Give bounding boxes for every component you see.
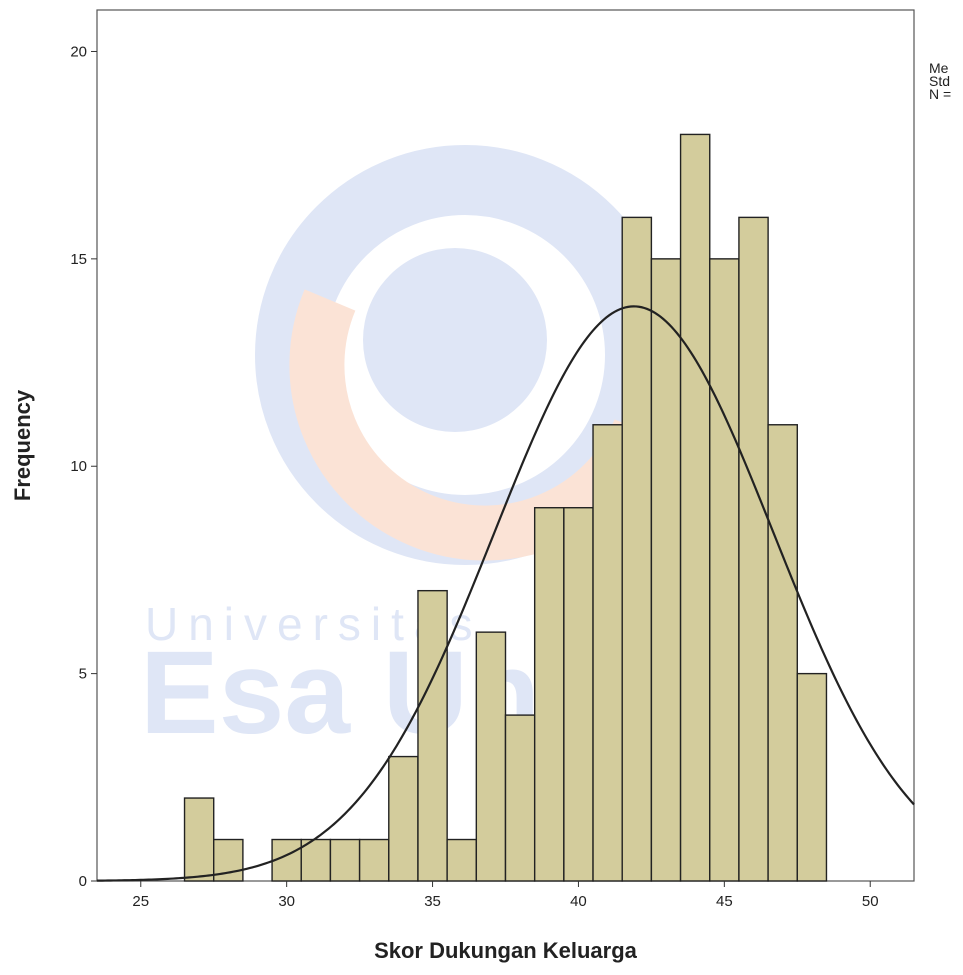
watermark-arc	[289, 289, 666, 561]
y-tick-label: 5	[79, 666, 87, 683]
x-tick-label: 25	[132, 893, 149, 910]
histogram-bar	[475, 631, 507, 882]
histogram-bar	[358, 838, 390, 882]
histogram-bar	[796, 672, 828, 882]
histogram-bar	[446, 838, 478, 882]
histogram-bar	[621, 216, 653, 882]
x-tick-label: 50	[862, 893, 879, 910]
histogram-bar	[563, 507, 594, 882]
normal-curve-line	[96, 305, 915, 882]
x-tick-label: 30	[278, 893, 295, 910]
histogram-bar	[388, 755, 419, 882]
y-axis-title: Frequency	[10, 389, 35, 501]
histogram-bar	[679, 133, 711, 882]
x-tick-label: 35	[424, 893, 441, 910]
histogram-bar	[709, 258, 740, 882]
histogram-bar	[300, 838, 332, 882]
x-tick-label: 45	[716, 893, 733, 910]
x-tick-label: 40	[570, 893, 587, 910]
histogram-bar	[767, 424, 798, 882]
histogram-bar	[504, 714, 536, 882]
watermark-disc	[363, 248, 547, 432]
legend-stat-line: N =	[929, 86, 951, 102]
histogram-bar	[183, 797, 215, 882]
histogram-bar	[533, 507, 565, 882]
y-axis: 0 5 10 15 20	[70, 43, 97, 890]
histogram-bar	[592, 424, 623, 882]
y-tick-label: 15	[70, 251, 87, 268]
histogram-bar	[738, 216, 769, 882]
x-axis-title: Skor Dukungan Keluarga	[374, 938, 638, 963]
y-tick-label: 0	[79, 873, 87, 890]
histogram-bar	[650, 258, 682, 882]
y-tick-label: 20	[70, 43, 87, 60]
histogram-bar	[417, 589, 448, 882]
x-axis: 25 30 35 40 45 50	[132, 881, 879, 910]
legend-stat-line: Std	[929, 73, 950, 89]
histogram-bar	[329, 838, 361, 882]
legend-stat-line: Me	[929, 60, 949, 76]
histogram-bars	[183, 133, 828, 882]
y-tick-label: 10	[70, 458, 87, 475]
